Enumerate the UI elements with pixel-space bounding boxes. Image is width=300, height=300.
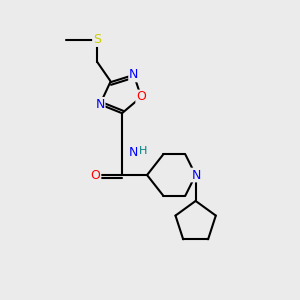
Text: O: O — [136, 91, 146, 103]
Text: H: H — [139, 146, 147, 156]
Text: N: N — [128, 146, 138, 159]
Text: S: S — [93, 33, 101, 46]
Text: O: O — [91, 169, 100, 182]
Text: N: N — [129, 68, 139, 81]
Text: N: N — [95, 98, 105, 111]
Text: N: N — [191, 169, 201, 182]
